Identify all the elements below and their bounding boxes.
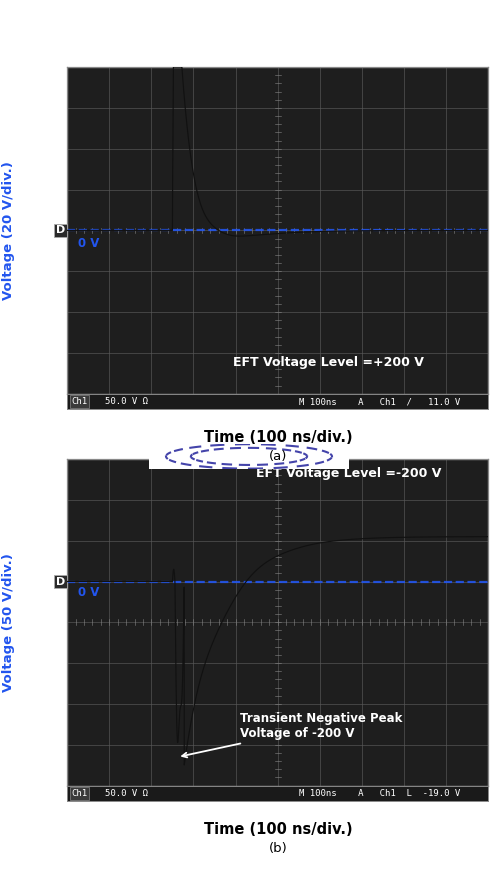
Text: Transient Negative Peak
Voltage of -200 V: Transient Negative Peak Voltage of -200 … xyxy=(182,712,402,758)
Text: Time (100 ns/div.): Time (100 ns/div.) xyxy=(204,822,352,837)
Text: EFT Voltage Level =-200 V: EFT Voltage Level =-200 V xyxy=(256,467,442,480)
Text: Voltage (50 V/div.): Voltage (50 V/div.) xyxy=(2,553,15,692)
Text: M 100ns    A   Ch1  /   11.0 V: M 100ns A Ch1 / 11.0 V xyxy=(299,397,460,406)
Text: 0 V: 0 V xyxy=(78,237,99,249)
Text: Ch1: Ch1 xyxy=(71,789,88,798)
Text: T: T xyxy=(169,50,176,60)
Text: Ch1: Ch1 xyxy=(71,397,88,406)
Text: Time (100 ns/div.): Time (100 ns/div.) xyxy=(204,430,352,445)
Text: M 100ns    A   Ch1  L  -19.0 V: M 100ns A Ch1 L -19.0 V xyxy=(299,789,460,798)
Text: 50.0 V Ω: 50.0 V Ω xyxy=(105,789,148,798)
Text: (a): (a) xyxy=(269,450,287,463)
Text: D: D xyxy=(56,577,65,586)
Text: EFT Voltage Level =+200 V: EFT Voltage Level =+200 V xyxy=(233,356,424,369)
Text: 50.0 V Ω: 50.0 V Ω xyxy=(105,397,148,406)
Text: (b): (b) xyxy=(268,842,287,855)
Text: Voltage (20 V/div.): Voltage (20 V/div.) xyxy=(2,161,15,300)
Text: Transient Negative Peak
Voltage of +200 V: Transient Negative Peak Voltage of +200 … xyxy=(0,870,1,871)
Text: 0 V: 0 V xyxy=(78,585,99,598)
Text: T: T xyxy=(169,442,176,452)
Text: D: D xyxy=(56,226,65,235)
